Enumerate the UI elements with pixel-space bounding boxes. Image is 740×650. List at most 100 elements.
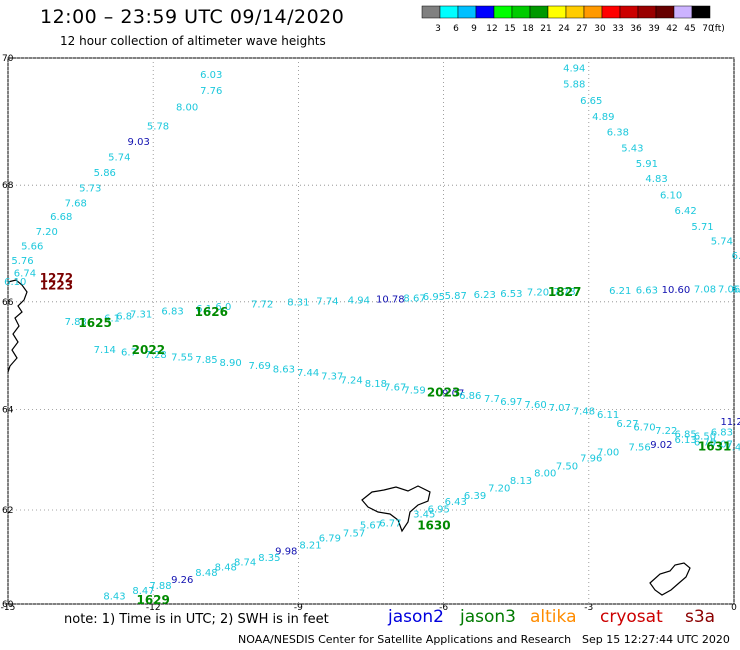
wave-height-label: 7.67 [384, 382, 406, 393]
wave-height-label: 6.13 [674, 435, 696, 446]
wave-height-label: 6.53 [500, 289, 522, 300]
wave-height-label: 3.45 [413, 509, 435, 520]
wave-height-label: 4.83 [645, 174, 667, 185]
color-scale-legend: 3 6 9 12 15 18 21 24 27 30 33 36 39 42 45 70(ft) [421, 5, 725, 34]
wave-height-label: 5.76 [11, 256, 33, 267]
wave-height-label: 6.83 [161, 307, 183, 318]
wave-height-label: 7.50 [556, 462, 578, 473]
wave-height-label: 7.14 [94, 345, 116, 356]
wave-height-label: 7.55 [171, 353, 193, 364]
greenland-coastline [7, 279, 28, 373]
wave-height-label: 8.43 [103, 591, 125, 602]
wave-height-label: 6.11 [597, 410, 619, 421]
wave-height-label: 5.66 [21, 241, 43, 252]
colorbar-label: 42 [666, 24, 677, 34]
wave-height-label: 8.74 [234, 558, 256, 569]
wave-height-label: 5.88 [563, 80, 585, 91]
colorbar-label: 27 [576, 24, 587, 34]
wave-height-label: 5.74 [108, 153, 130, 164]
wave-height-label: 7.59 [403, 385, 425, 396]
pass-time-label: 1626 [195, 305, 228, 319]
legend-s3a: s3a [685, 607, 716, 627]
wave-height-label: 6.83 [711, 427, 733, 438]
wave-height-label: 6.1 [196, 304, 212, 315]
wave-height-label: 6.50 [694, 431, 716, 442]
wave-height-label: 7.07 [549, 403, 571, 414]
colorbar-swatch [583, 5, 603, 19]
wave-height-label: 7.7 [484, 394, 500, 405]
colorbar-swatch [691, 5, 711, 19]
wave-height-label: 8.31 [287, 298, 309, 309]
lat-tick-label: 62 [2, 506, 13, 516]
colorbar-label: 33 [612, 24, 623, 34]
wave-height-label: 8.21 [299, 540, 321, 551]
pass-time-label: 1630 [417, 518, 450, 532]
wave-height-label: 7.76 [200, 86, 222, 97]
colorbar-swatch [673, 5, 693, 19]
wave-height-label: 8.18 [365, 379, 387, 390]
wave-height-label: 8.00 [176, 102, 198, 113]
pass-time-label: 2022 [132, 343, 165, 357]
wave-height-label: 10.60 [662, 285, 691, 296]
wave-height-label: 7.88 [149, 581, 171, 592]
colorbar-label: 30 [594, 24, 606, 34]
wave-height-label: 8.35 [258, 553, 280, 564]
wave-height-label: 7.22 [655, 426, 677, 437]
wave-height-label: 7.44 [297, 368, 319, 379]
colorbar-swatch [439, 5, 459, 19]
wave-height-label: 6.74 [14, 268, 36, 279]
wave-height-label: 5.71 [691, 222, 713, 233]
wave-height-label: 6.86 [459, 391, 481, 402]
colorbar-label: 6 [453, 24, 459, 34]
wave-height-label: 6.70 [633, 422, 655, 433]
wave-height-label: 7.49 [725, 443, 740, 454]
wave-height-label: 6.10 [4, 277, 26, 288]
wave-height-label: 7.74 [316, 297, 338, 308]
wave-height-label: 8.00 [534, 469, 556, 480]
credit-line: NOAA/NESDIS Center for Satellite Applica… [238, 633, 572, 646]
wave-height-label: 7.31 [130, 309, 152, 320]
lon-tick-label: -6 [439, 603, 448, 613]
colorbar-label: 15 [504, 24, 515, 34]
pass-time-label: 1629 [136, 593, 169, 607]
colorbar-label: 12 [486, 24, 497, 34]
wave-height-label: 7.20 [488, 483, 510, 494]
wave-height-label: 6.21 [609, 286, 631, 297]
colorbar-label: 36 [630, 24, 642, 34]
colorbar-label: 9 [471, 24, 477, 34]
wave-height-label: 7.20 [527, 288, 549, 299]
wave-height-label: 6.03 [200, 70, 222, 81]
wave-height-label: 7.68 [65, 198, 87, 209]
wave-height-label: 7.73 [553, 287, 575, 298]
wave-height-label: 8.67 [403, 293, 425, 304]
colorbar-label: 3 [435, 24, 441, 34]
wave-height-label: 4.89 [592, 112, 614, 123]
wave-height-label: 6.10 [660, 190, 682, 201]
wave-height-label: 6.63 [636, 285, 658, 296]
lon-tick-label: 0 [731, 603, 737, 613]
wave-height-label: 9.26 [171, 575, 193, 586]
wave-height-label: 6.85 [674, 429, 696, 440]
wave-height-label: 7.83 [65, 317, 87, 328]
wave-height-label: 6.0 [215, 302, 231, 313]
wave-height-label: 4.94 [563, 63, 585, 74]
wave-height-label: 7.57 [343, 528, 365, 539]
wave-height-label: 8.48 [215, 562, 237, 573]
wave-height-label: 6.42 [674, 206, 696, 217]
faroe-islands-coastline [361, 485, 431, 533]
wave-height-label: 7.06 [718, 284, 740, 295]
legend-altika: altika [530, 607, 577, 627]
wave-height-label: 6.77 [379, 518, 401, 529]
pass-time-label: 1827 [548, 285, 581, 299]
legend-jason3: jason3 [460, 607, 516, 627]
footer-note: note: 1) Time is in UTC; 2) SWH is in fe… [64, 612, 329, 627]
colorbar-swatch [493, 5, 513, 19]
colorbar-swatch [529, 5, 549, 19]
wave-height-label: 6. [732, 284, 740, 295]
wave-height-label: 5.73 [79, 183, 101, 194]
colorbar-swatch [421, 5, 441, 19]
lon-tick-label: -9 [294, 603, 303, 613]
colorbar-swatch [655, 5, 675, 19]
